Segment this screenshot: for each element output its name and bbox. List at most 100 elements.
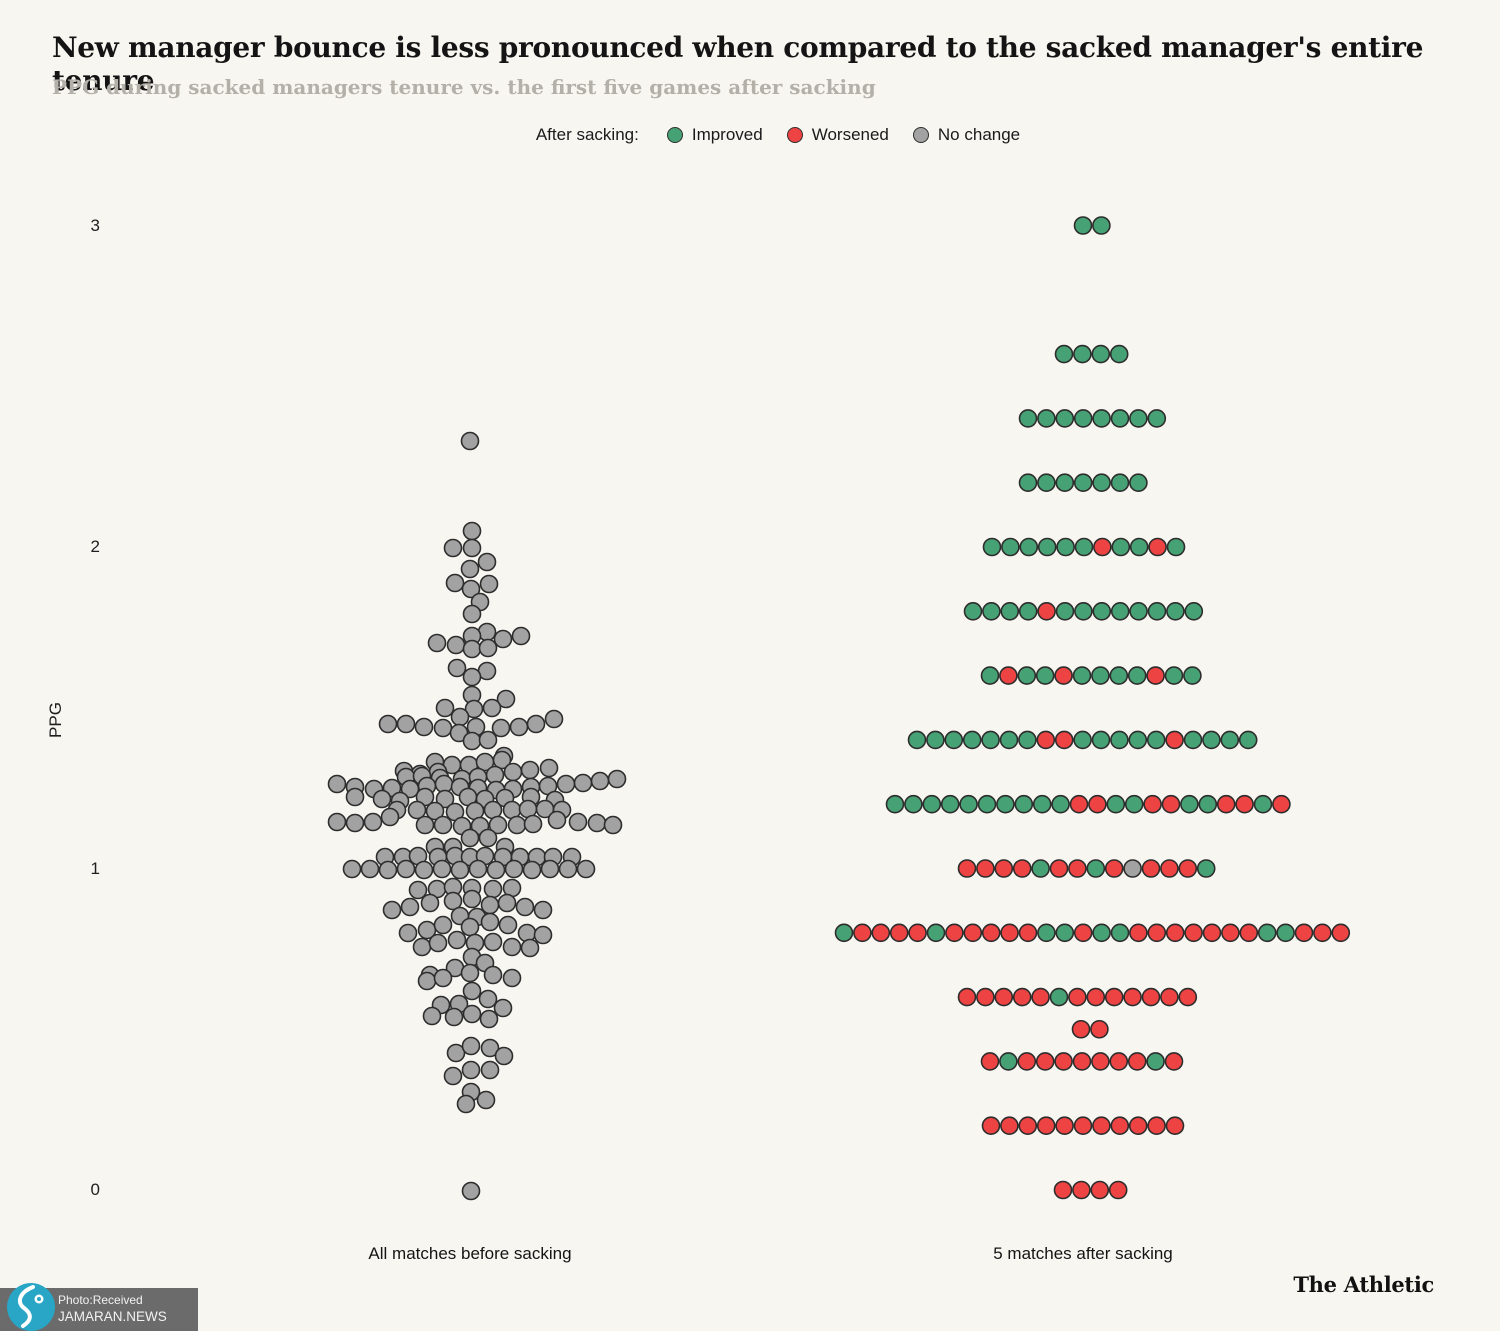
data-dot: [544, 709, 564, 729]
data-dot: [480, 1038, 500, 1058]
data-dot: [462, 1004, 482, 1024]
data-dot: [1184, 601, 1204, 621]
data-dot: [1110, 473, 1130, 493]
data-dot: [1294, 923, 1314, 943]
data-dot: [412, 937, 432, 957]
data-dot: [1037, 601, 1056, 621]
data-dot: [922, 794, 942, 814]
data-dot: [1178, 987, 1198, 1007]
watermark-text: Photo:Received JAMARAN.NEWS: [58, 1292, 167, 1326]
data-dot: [503, 762, 523, 782]
data-dot: [502, 968, 522, 988]
data-dot: [940, 794, 960, 814]
data-dot: [999, 666, 1018, 685]
data-dot: [1129, 473, 1148, 493]
data-dot: [962, 730, 982, 750]
data-dot: [479, 574, 499, 594]
data-dot: [435, 698, 455, 718]
y-axis-label: PPG: [45, 702, 65, 738]
data-dot: [460, 559, 480, 579]
data-dot: [504, 859, 524, 879]
data-dot: [1012, 859, 1032, 878]
data-dot: [1071, 1019, 1091, 1039]
data-dot: [1031, 987, 1050, 1007]
data-dot: [502, 937, 522, 957]
data-dot: [1161, 794, 1181, 814]
data-dot: [540, 859, 560, 879]
data-dot: [509, 717, 529, 737]
legend: After sacking: Improved Worsened No chan…: [0, 125, 1500, 145]
data-dot: [982, 537, 1002, 557]
data-dot: [1091, 666, 1110, 685]
data-dot: [447, 658, 467, 678]
data-dot: [483, 879, 503, 899]
data-dot: [1164, 666, 1184, 685]
no-change-dot-icon: [912, 127, 929, 143]
data-dot: [462, 667, 482, 687]
data-dot: [1180, 794, 1199, 814]
data-dot: [1128, 1116, 1148, 1135]
data-dot: [1160, 859, 1179, 878]
data-dot: [511, 626, 531, 646]
data-dot: [976, 987, 995, 1007]
data-dot: [443, 538, 463, 558]
data-dot: [450, 707, 470, 727]
data-dot: [460, 431, 480, 451]
data-dot: [488, 815, 508, 835]
data-dot: [523, 814, 543, 834]
data-dot: [428, 933, 448, 953]
data-dot: [1055, 473, 1075, 493]
data-dot: [1198, 794, 1218, 814]
data-dot: [461, 1181, 481, 1201]
y-axis-tick: 3: [90, 215, 100, 235]
data-dot: [1110, 730, 1129, 750]
data-dot: [378, 860, 398, 880]
data-dot: [1072, 1180, 1091, 1200]
page-title: New manager bounce is less pronounced wh…: [52, 31, 1424, 97]
data-dot: [496, 689, 516, 709]
data-dot: [520, 760, 540, 780]
data-dot: [1129, 409, 1148, 428]
data-dot: [1073, 923, 1093, 943]
data-dot: [433, 915, 453, 935]
data-dot: [945, 923, 964, 943]
data-dot: [1110, 923, 1130, 943]
data-dot: [1092, 601, 1112, 621]
legend-item-label: No change: [937, 125, 1021, 144]
data-dot: [443, 1066, 463, 1086]
data-dot: [533, 925, 553, 945]
data-dot: [1183, 666, 1202, 685]
data-dot: [1091, 1052, 1110, 1071]
data-dot: [907, 730, 927, 750]
data-dot: [462, 604, 482, 624]
data-dot: [486, 860, 506, 880]
data-dot: [420, 893, 440, 913]
legend-item-label: Improved: [691, 125, 763, 144]
data-dot: [478, 730, 498, 750]
data-dot: [1239, 923, 1259, 943]
data-dot: [1124, 794, 1144, 814]
data-dot: [1037, 409, 1056, 428]
data-dot: [959, 794, 978, 814]
data-dot: [1165, 1116, 1185, 1135]
data-dot: [1272, 794, 1291, 814]
data-dot: [483, 932, 503, 952]
data-dot: [1146, 1052, 1165, 1071]
data-dot: [1109, 344, 1129, 364]
data-dot: [415, 815, 435, 835]
data-dot: [1055, 601, 1075, 621]
data-dot: [1072, 666, 1092, 685]
data-dot: [963, 601, 983, 621]
data-dot: [1073, 730, 1092, 750]
data-dot: [1141, 859, 1161, 878]
data-dot: [1035, 1052, 1055, 1071]
data-dot: [996, 794, 1015, 814]
data-dot: [1110, 409, 1130, 428]
data-dot: [462, 731, 482, 751]
data-dot: [1073, 473, 1093, 493]
data-dot: [462, 538, 482, 558]
the-athletic-logo: The Athletic: [1293, 1272, 1434, 1297]
data-dot: [446, 635, 466, 655]
